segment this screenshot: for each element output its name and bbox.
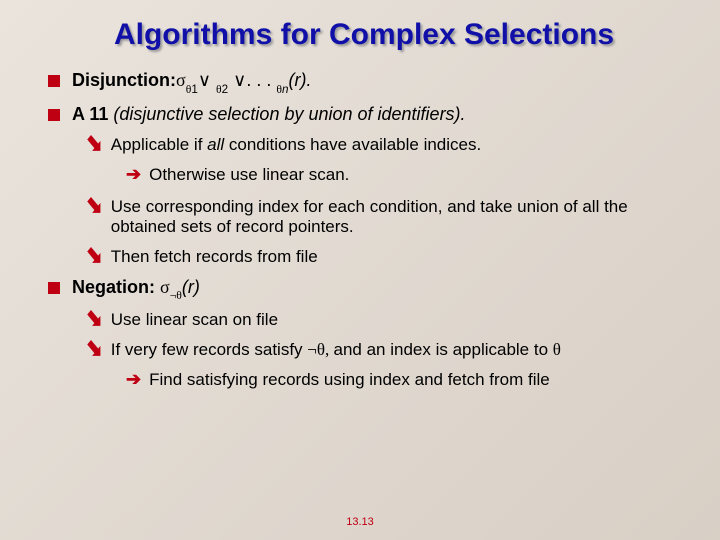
neg-sub1-text: Use linear scan on file	[111, 310, 278, 330]
down-arrow-icon: ⬊	[86, 133, 103, 155]
a11-sub1: ⬊ Applicable if all conditions have avai…	[86, 135, 680, 155]
square-bullet-icon	[48, 75, 60, 87]
disjunction-text: Disjunction:σθ1∨ θ2 ∨. . . θn(r).	[72, 70, 312, 94]
square-bullet-icon	[48, 109, 60, 121]
a11-sub3: ⬊ Then fetch records from file	[86, 247, 680, 267]
bullet-disjunction: Disjunction:σθ1∨ θ2 ∨. . . θn(r).	[48, 70, 680, 94]
disjunction-label: Disjunction:	[72, 70, 176, 90]
a11-sub3-text: Then fetch records from file	[111, 247, 318, 267]
a11-label: A 11	[72, 104, 108, 124]
neg-sub2: ⬊ If very few records satisfy ¬θ, and an…	[86, 340, 680, 360]
negation-label: Negation:	[72, 277, 160, 297]
neg-sub2-text: If very few records satisfy ¬θ, and an i…	[111, 340, 561, 360]
neg-sub2-sub: ➔ Find satisfying records using index an…	[126, 370, 680, 390]
a11-sub2-text: Use corresponding index for each conditi…	[111, 197, 680, 237]
right-arrow-icon: ➔	[126, 165, 141, 183]
neg-sub1: ⬊ Use linear scan on file	[86, 310, 680, 330]
slide-title: Algorithms for Complex Selections	[48, 18, 680, 52]
square-bullet-icon	[48, 282, 60, 294]
slide-number: 13.13	[0, 516, 720, 528]
neg-sub2-sub-text: Find satisfying records using index and …	[149, 370, 550, 390]
sigma-symbol: σ	[176, 70, 186, 90]
down-arrow-icon: ⬊	[86, 338, 103, 360]
bullet-negation: Negation: σ¬θ(r)	[48, 277, 680, 301]
slide: Algorithms for Complex Selections Disjun…	[0, 0, 720, 540]
a11-sub2: ⬊ Use corresponding index for each condi…	[86, 197, 680, 237]
down-arrow-icon: ⬊	[86, 245, 103, 267]
a11-sub1-sub-text: Otherwise use linear scan.	[149, 165, 349, 185]
bullet-a11: A 11 (disjunctive selection by union of …	[48, 104, 680, 125]
a11-sub1-sub: ➔ Otherwise use linear scan.	[126, 165, 680, 185]
down-arrow-icon: ⬊	[86, 308, 103, 330]
a11-text: A 11 (disjunctive selection by union of …	[72, 104, 466, 125]
down-arrow-icon: ⬊	[86, 195, 103, 217]
right-arrow-icon: ➔	[126, 370, 141, 388]
negation-text: Negation: σ¬θ(r)	[72, 277, 200, 301]
a11-sub1-text: Applicable if all conditions have availa…	[111, 135, 481, 155]
